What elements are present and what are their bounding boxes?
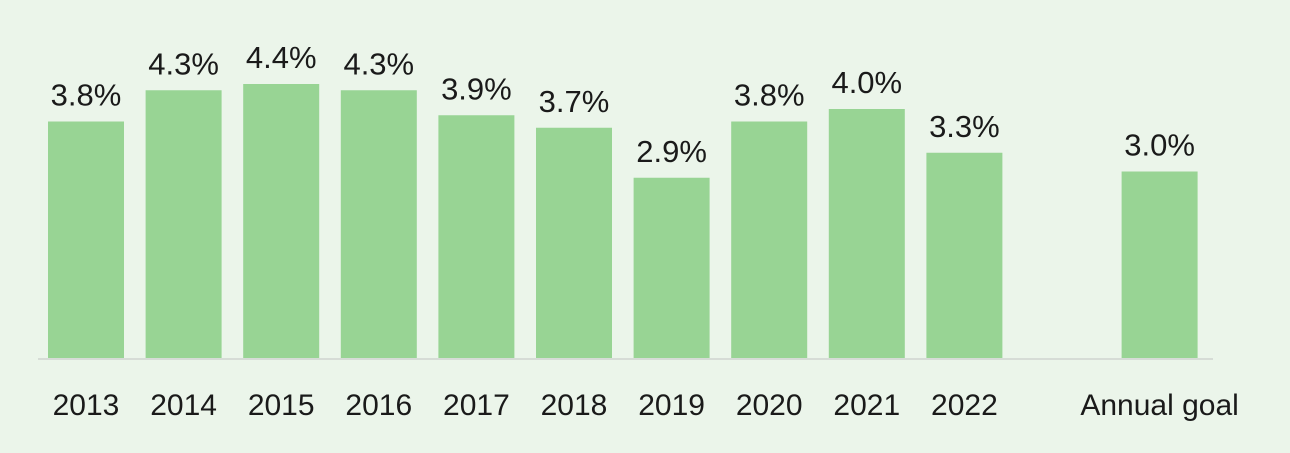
value-label-2014: 4.3% [148, 46, 219, 81]
value-label-2016: 4.3% [343, 46, 414, 81]
bar-2019 [633, 177, 710, 359]
value-label-2017: 3.9% [441, 71, 512, 106]
bars-group [48, 84, 1198, 359]
value-label-2015: 4.4% [246, 40, 317, 75]
bar-2015 [243, 84, 320, 359]
x-tick-label-2022: 2022 [931, 389, 998, 422]
x-tick-label-2019: 2019 [638, 389, 705, 422]
bar-2021 [828, 109, 905, 359]
value-label-2018: 3.7% [539, 84, 610, 119]
value-labels-group: 3.8% 4.3% 4.4% 4.3% 3.9% 3.7% 2.9% 3.8% 4.0% 3.3%… [51, 40, 1195, 169]
bar-annual-goal [1121, 171, 1198, 359]
bar-2014 [145, 90, 222, 359]
x-tick-label-annual-goal: Annual goal [1080, 389, 1238, 422]
bar-2017 [438, 115, 515, 359]
bar-2016 [340, 90, 417, 359]
value-label-2022: 3.3% [929, 109, 1000, 144]
x-tick-label-2018: 2018 [541, 389, 608, 422]
bar-2013 [48, 121, 124, 359]
bar-2022 [926, 152, 1003, 359]
x-tick-label-2016: 2016 [345, 389, 412, 422]
x-tick-labels-group: 2013 2014 2015 2016 2017 2018 2019 2020 2021 2022… [53, 389, 1239, 422]
x-tick-label-2015: 2015 [248, 389, 315, 422]
x-tick-label-2013: 2013 [53, 389, 120, 422]
value-label-2021: 4.0% [831, 65, 902, 100]
value-label-annual-goal: 3.0% [1124, 128, 1195, 163]
x-tick-label-2020: 2020 [736, 389, 803, 422]
bar-2020 [731, 121, 808, 359]
bar-2018 [536, 127, 612, 359]
x-tick-label-2014: 2014 [150, 389, 217, 422]
value-label-2019: 2.9% [636, 134, 707, 169]
value-label-2020: 3.8% [734, 78, 805, 113]
x-tick-label-2021: 2021 [833, 389, 900, 422]
x-tick-label-2017: 2017 [443, 389, 510, 422]
value-label-2013: 3.8% [51, 78, 122, 113]
